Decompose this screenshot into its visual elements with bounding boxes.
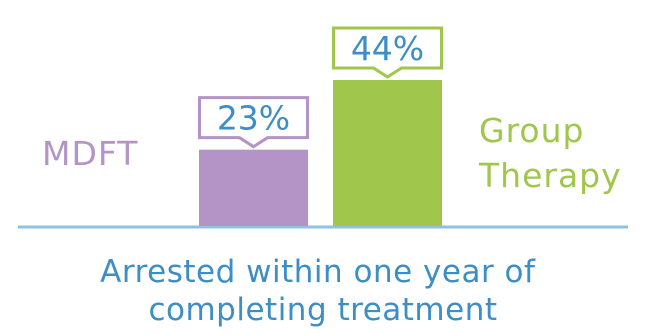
caption-line-1: Arrested within one year of — [100, 254, 536, 290]
caption-line-2: completing treatment — [148, 292, 497, 328]
callout-group-therapy — [332, 26, 443, 79]
group-therapy-label-line-2: Therapy — [478, 156, 622, 195]
group-therapy-category-label: Group Therapy — [478, 111, 622, 195]
group-therapy-label-line-1: Group — [479, 111, 584, 150]
callout-mdft — [198, 96, 309, 149]
bars-group: 23% 44% — [198, 26, 443, 226]
mdft-category-label: MDFT — [42, 134, 138, 173]
bar-group-therapy — [333, 80, 442, 226]
bar-mdft — [199, 149, 308, 226]
data-label-mdft: 23% — [217, 99, 290, 138]
chart-caption: Arrested within one year of completing t… — [100, 254, 546, 328]
data-label-group-therapy: 44% — [351, 29, 424, 68]
